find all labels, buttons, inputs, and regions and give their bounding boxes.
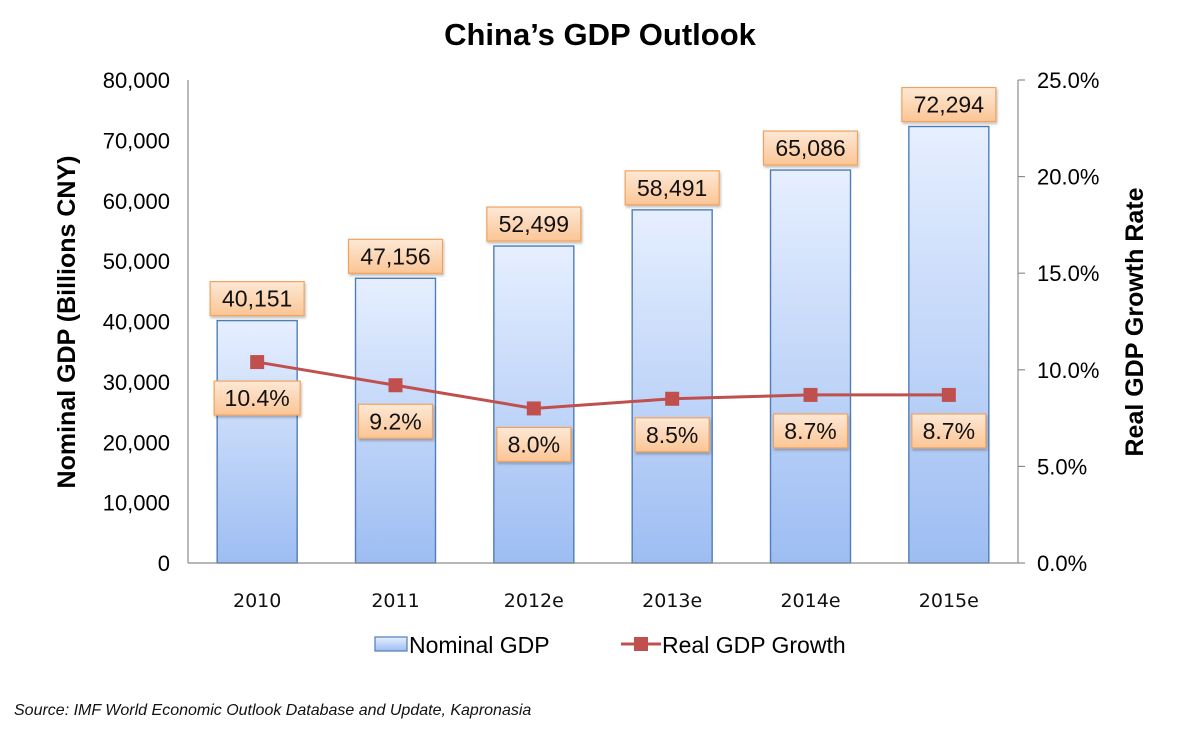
axes-layer: 0 10,000 20,000 30,000 40,000 50,000 60,000 70,… <box>103 68 1100 612</box>
bar-value-label: 52,499 <box>486 206 582 242</box>
x-tick-label: 2010 <box>233 590 281 612</box>
bar-value-label: 58,491 <box>624 170 720 206</box>
y-right-tick-label: 5.0% <box>1037 454 1087 479</box>
legend-label-real-gdp-growth: Real GDP Growth <box>662 632 846 658</box>
growth-value-label-text: 8.0% <box>508 431 560 457</box>
growth-value-label-box <box>496 426 572 463</box>
growth-value-label-text: 10.4% <box>225 385 290 411</box>
growth-value-label: 8.7% <box>911 413 987 449</box>
legend-label-nominal-gdp: Nominal GDP <box>409 632 550 658</box>
bar-value-label: 72,294 <box>901 86 997 123</box>
growth-value-label: 8.7% <box>772 413 849 449</box>
y-left-tick-label: 30,000 <box>103 370 170 395</box>
growth-value-label: 8.5% <box>634 417 710 453</box>
y-left-tick-label: 50,000 <box>103 249 170 274</box>
growth-value-label-box <box>634 417 710 453</box>
growth-value-label: 10.4% <box>213 380 301 416</box>
growth-value-label-box <box>772 413 849 449</box>
bar-value-label: 65,086 <box>762 130 859 166</box>
growth-value-label-box <box>213 380 301 416</box>
x-tick-label: 2012e <box>504 590 564 612</box>
legend-marker-real-gdp-growth <box>634 637 648 651</box>
bar-value-label-box <box>624 170 720 206</box>
bar-2014e <box>769 169 852 564</box>
line-layer <box>250 355 956 416</box>
bar-value-label-text: 52,499 <box>499 211 569 237</box>
legend-swatch-nominal-gdp <box>374 636 408 652</box>
bar-value-label-text: 72,294 <box>914 92 985 118</box>
y-right-tick-label: 15.0% <box>1037 261 1099 286</box>
growth-value-label: 9.2% <box>357 403 434 439</box>
y-left-tick-label: 70,000 <box>103 128 170 153</box>
y-left-tick-label: 80,000 <box>103 68 170 93</box>
source-note: Source: IMF World Economic Outlook Datab… <box>14 702 532 719</box>
bars-layer <box>216 125 990 564</box>
growth-marker-2014e <box>803 387 818 402</box>
x-tick-label: 2015e <box>919 590 979 612</box>
bar-value-label-box <box>209 280 305 317</box>
y-left-tick-label: 0 <box>158 551 170 576</box>
y-right-tick-label: 25.0% <box>1037 68 1099 93</box>
growth-marker-2013e <box>665 391 680 406</box>
growth-value-label-box <box>911 413 987 449</box>
growth-marker-2011 <box>388 378 403 393</box>
x-tick-label: 2013e <box>642 590 702 612</box>
bar-value-label-text: 58,491 <box>637 175 707 201</box>
y-left-tick-label: 20,000 <box>103 430 170 455</box>
bar-value-label-box <box>486 206 582 242</box>
y-left-tick-label: 60,000 <box>103 189 170 214</box>
bar-value-label-text: 47,156 <box>360 243 430 269</box>
bar-value-label: 47,156 <box>347 238 444 274</box>
growth-value-label: 8.0% <box>496 426 572 463</box>
bar-value-label-box <box>347 238 444 274</box>
y-left-tick-label: 10,000 <box>103 491 170 516</box>
growth-line <box>256 360 949 410</box>
growth-value-label-text: 8.7% <box>923 418 975 444</box>
y-right-axis-label: Real GDP Growth Rate <box>1121 187 1149 456</box>
growth-marker-2012e <box>526 401 541 416</box>
bar-value-label-box <box>901 86 997 123</box>
bar-value-label-box <box>762 130 859 166</box>
y-left-tick-label: 40,000 <box>103 310 170 335</box>
bar-value-label-text: 65,086 <box>775 135 845 161</box>
growth-value-label-text: 9.2% <box>369 408 421 434</box>
growth-value-label-text: 8.7% <box>784 418 836 444</box>
y-left-axis-label: Nominal GDP (Billions CNY) <box>53 156 81 489</box>
bar-value-label: 40,151 <box>209 280 305 317</box>
chart-title: China’s GDP Outlook <box>444 17 757 52</box>
bar-value-label-text: 40,151 <box>222 286 292 312</box>
growth-value-label-text: 8.5% <box>646 422 698 448</box>
x-tick-label: 2014e <box>780 590 840 612</box>
y-right-tick-label: 20.0% <box>1037 165 1099 190</box>
bar-2015e <box>908 125 990 564</box>
legend: Nominal GDP Real GDP Growth <box>374 632 846 658</box>
growth-marker-2010 <box>250 355 265 370</box>
growth-marker-2015e <box>941 387 956 402</box>
labels-layer: 40,151 47,156 52,499 58,491 65,086 72,294 10.4… <box>209 86 997 463</box>
y-right-tick-label: 0.0% <box>1037 551 1087 576</box>
y-right-tick-label: 10.0% <box>1037 358 1099 383</box>
bar-2013e <box>631 209 713 564</box>
x-tick-label: 2011 <box>371 590 419 612</box>
growth-value-label-box <box>357 403 434 439</box>
